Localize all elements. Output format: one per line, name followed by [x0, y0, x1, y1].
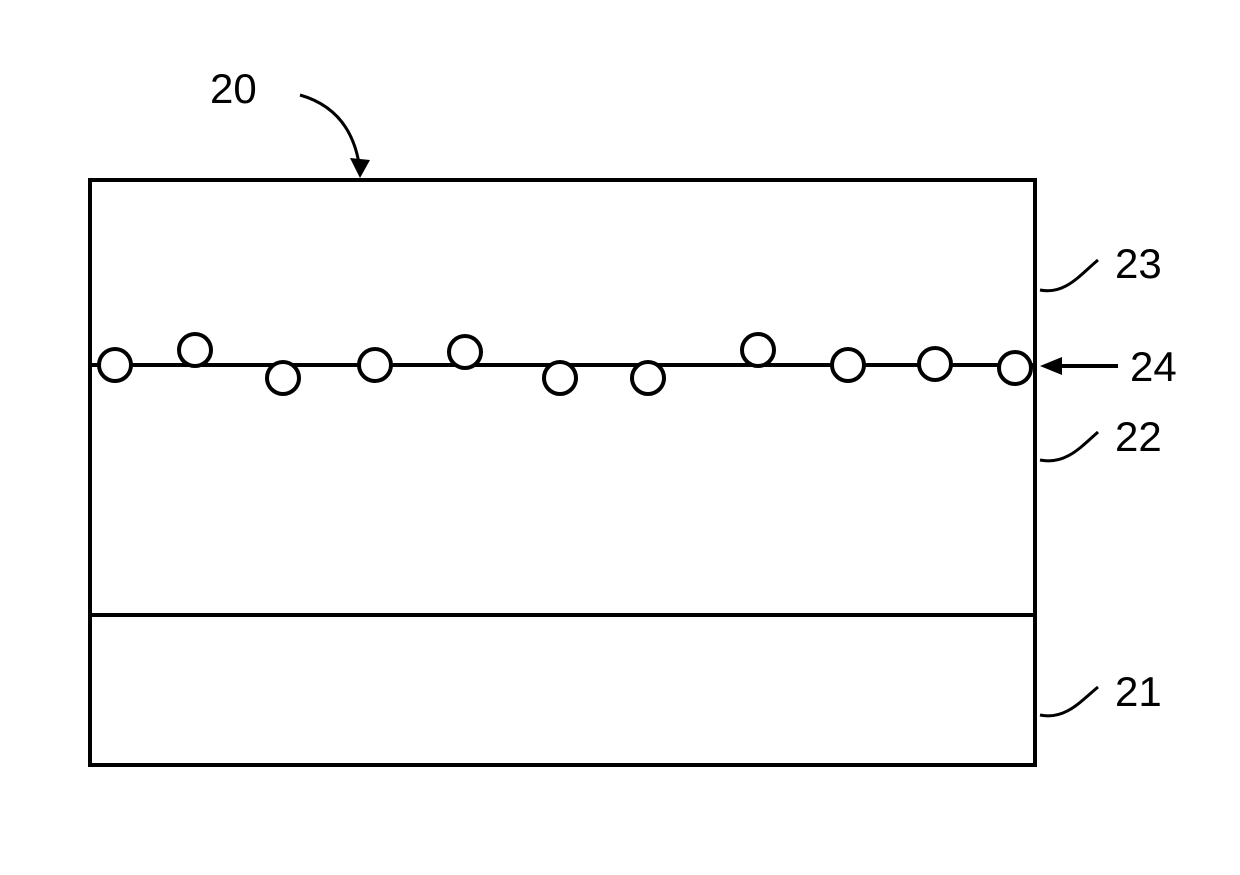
particle-9: [919, 348, 951, 380]
callout-20: [300, 95, 370, 178]
label-22: 22: [1115, 413, 1162, 461]
callout-21-curve: [1040, 687, 1098, 716]
callout-24-arrow: [1040, 357, 1118, 375]
particle-8: [832, 349, 864, 381]
layered-diagram: 20 23 24 22 21: [0, 0, 1240, 875]
label-20: 20: [210, 65, 257, 113]
diagram-svg: [0, 0, 1240, 875]
label-21: 21: [1115, 668, 1162, 716]
particle-3: [359, 349, 391, 381]
callout-23-curve: [1040, 260, 1098, 291]
particle-4: [449, 336, 481, 368]
callout-22-curve: [1040, 432, 1098, 461]
particle-7: [742, 334, 774, 366]
particle-0: [99, 349, 131, 381]
particle-6: [632, 362, 664, 394]
particle-5: [544, 362, 576, 394]
label-24: 24: [1130, 343, 1177, 391]
label-23: 23: [1115, 240, 1162, 288]
particle-10: [999, 352, 1031, 384]
particle-2: [267, 362, 299, 394]
structure-box: [90, 180, 1035, 765]
particle-1: [179, 334, 211, 366]
